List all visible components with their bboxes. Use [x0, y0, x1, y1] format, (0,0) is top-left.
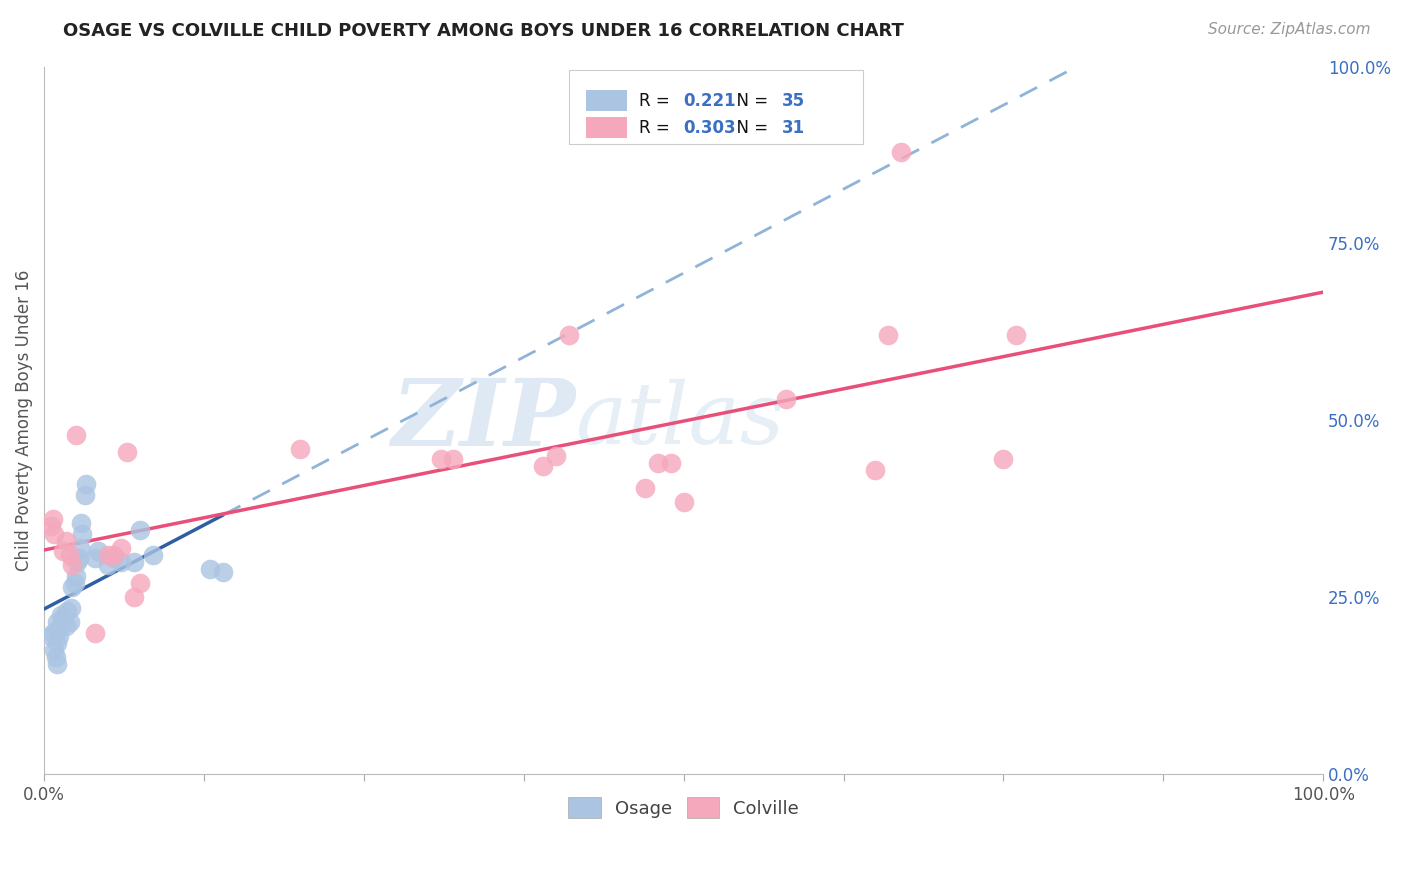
Point [557, 328, 579, 343]
Point [52, 611, 75, 625]
FancyBboxPatch shape [586, 117, 627, 138]
Point [65, 427, 87, 442]
Point [429, 452, 451, 467]
Point [46, 622, 69, 636]
Point [48, 629, 70, 643]
Point [39, 519, 62, 533]
Point [39, 629, 62, 643]
Point [110, 555, 132, 569]
Point [877, 328, 900, 343]
Point [84, 625, 107, 640]
Point [60, 558, 83, 573]
Point [49, 607, 72, 622]
Point [73, 488, 96, 502]
Text: atlas: atlas [575, 379, 785, 462]
Point [70, 516, 93, 530]
Text: 35: 35 [782, 92, 806, 110]
Text: 0.221: 0.221 [683, 92, 737, 110]
Point [45, 650, 67, 665]
Text: R =: R = [638, 92, 675, 110]
Point [129, 576, 152, 591]
Point [97, 558, 120, 573]
FancyBboxPatch shape [568, 70, 863, 145]
Point [647, 456, 669, 470]
Point [288, 442, 311, 456]
Point [45, 657, 67, 672]
Point [531, 459, 554, 474]
Point [775, 392, 797, 406]
Point [87, 544, 110, 558]
Text: 0.303: 0.303 [683, 119, 737, 136]
Point [129, 523, 152, 537]
Point [890, 145, 912, 159]
Point [52, 544, 75, 558]
Point [110, 541, 132, 555]
Point [60, 580, 83, 594]
Point [55, 618, 77, 632]
Point [45, 615, 67, 629]
Point [65, 569, 87, 583]
Point [544, 449, 567, 463]
Text: N =: N = [725, 119, 773, 136]
Point [142, 548, 165, 562]
Legend: Osage, Colville: Osage, Colville [561, 790, 807, 825]
Point [75, 477, 97, 491]
Point [66, 555, 89, 569]
Point [672, 494, 695, 508]
Point [634, 481, 657, 495]
Text: Source: ZipAtlas.com: Source: ZipAtlas.com [1208, 22, 1371, 37]
Point [1005, 328, 1028, 343]
Point [42, 625, 65, 640]
Point [69, 541, 91, 555]
Point [59, 615, 82, 629]
Point [72, 526, 94, 541]
Point [122, 591, 145, 605]
Y-axis label: Child Poverty Among Boys Under 16: Child Poverty Among Boys Under 16 [15, 269, 32, 571]
Point [200, 562, 222, 576]
Point [67, 551, 90, 566]
Point [122, 555, 145, 569]
Point [97, 548, 120, 562]
Point [63, 576, 86, 591]
Text: N =: N = [725, 92, 773, 110]
Point [441, 452, 464, 467]
Point [59, 548, 82, 562]
Point [117, 445, 139, 459]
Text: ZIP: ZIP [391, 376, 575, 466]
Point [103, 548, 125, 562]
Text: OSAGE VS COLVILLE CHILD POVERTY AMONG BOYS UNDER 16 CORRELATION CHART: OSAGE VS COLVILLE CHILD POVERTY AMONG BO… [63, 22, 904, 40]
Point [56, 604, 79, 618]
Point [59, 600, 82, 615]
Text: R =: R = [638, 119, 675, 136]
Point [212, 566, 235, 580]
Point [659, 456, 682, 470]
Point [103, 551, 125, 566]
FancyBboxPatch shape [586, 90, 627, 112]
Text: 31: 31 [782, 119, 806, 136]
Point [865, 463, 887, 477]
Point [993, 452, 1015, 467]
Point [84, 551, 107, 566]
Point [55, 533, 77, 548]
Point [45, 636, 67, 650]
Point [44, 643, 66, 657]
Point [44, 526, 66, 541]
Point [42, 512, 65, 526]
